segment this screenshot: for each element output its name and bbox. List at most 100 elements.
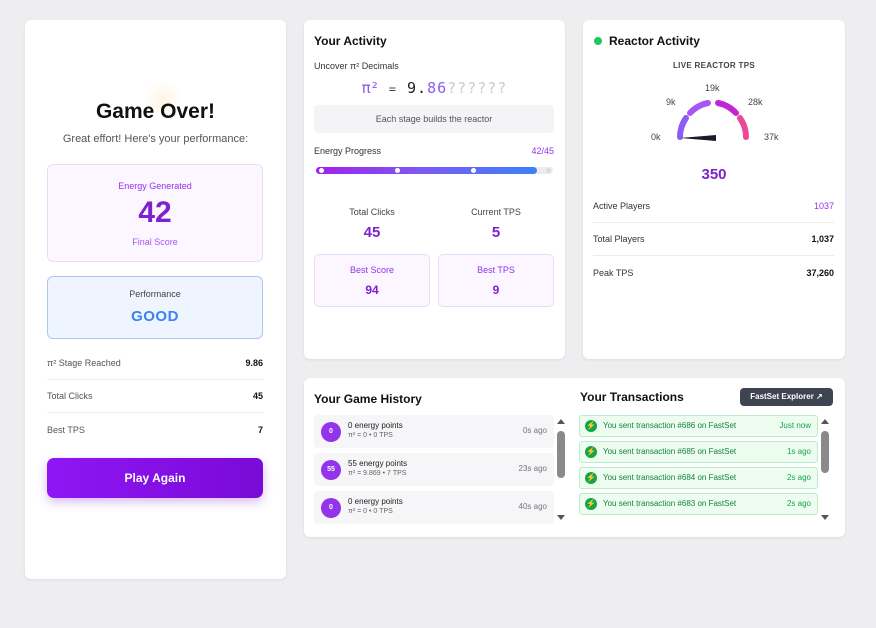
gauge-label-9k: 9k [666,97,676,107]
row-value: 1037 [813,201,834,211]
lightning-icon: ⚡ [585,446,597,458]
transaction-text: You sent transaction #683 on FastSet [603,499,737,508]
gauge-needle [680,135,716,141]
fastset-explorer-button[interactable]: FastSet Explorer ↗ [740,388,833,406]
stat-value: 9.86 [245,358,263,368]
celebration-glow-icon [143,80,183,120]
stat-label: Total Clicks [47,391,93,401]
score-badge: 0 [321,422,341,442]
transaction-time: 2s ago [786,473,811,482]
list-item: ⚡ You sent transaction #683 on FastSet 2… [579,493,818,515]
energy-progress-count: 42/45 [531,146,554,156]
stat-row-stage: π² Stage Reached 9.86 [47,347,263,380]
gauge-label-min: 0k [651,132,661,142]
energy-progress-bar [316,167,553,174]
transactions-title: Your Transactions [580,390,684,404]
scroll-up-icon[interactable] [821,419,829,424]
scroll-thumb[interactable] [821,431,829,473]
best-score-label: Best Score [349,265,395,275]
current-tps-value: 5 [491,224,501,241]
history-item-ago: 23s ago [518,464,547,473]
scroll-down-icon[interactable] [557,515,565,520]
total-clicks-stat: Total Clicks 45 [314,207,430,241]
best-tps-box: Best TPS 9 [438,254,554,307]
list-item: ⚡ You sent transaction #686 on FastSet J… [579,415,818,437]
current-tps-stat: Current TPS 5 [438,207,554,241]
history-item-detail: π² = 0 • 0 TPS [348,432,393,439]
progress-tick [395,168,400,173]
row-value: 1,037 [811,234,834,244]
activity-card: Your Activity Uncover π² Decimals π² = 9… [304,20,565,359]
total-clicks-value: 45 [363,224,381,241]
transaction-time: 2s ago [786,499,811,508]
stat-label: π² Stage Reached [47,358,121,368]
history-item-title: 55 energy points [348,459,408,468]
energy-generated-value: 42 [138,196,172,229]
external-link-icon: ↗ [816,392,823,401]
score-badge: 0 [321,498,341,518]
scroll-thumb[interactable] [557,431,565,478]
list-item: 0 0 energy points π² = 0 • 0 TPS 0s ago [314,415,554,448]
game-over-title: Game Over! [95,100,216,123]
history-card: Your Game History 0 0 energy points π² =… [304,378,845,537]
pi-unknown-digits: ?????? [447,79,508,97]
row-value: 37,260 [806,267,834,278]
explorer-button-label: FastSet Explorer [750,392,814,401]
pi-decimals-display: π² = 9.86?????? [304,79,565,97]
progress-tick [546,168,551,173]
stat-row-clicks: Total Clicks 45 [47,380,263,413]
transaction-text: You sent transaction #684 on FastSet [603,473,737,482]
reactor-card: Reactor Activity LIVE REACTOR TPS 0k 9k … [583,20,845,359]
total-players-row: Total Players 1,037 [593,223,834,256]
gauge-segment [687,100,711,116]
list-item: ⚡ You sent transaction #685 on FastSet 1… [579,441,818,463]
gauge-label-19k: 19k [705,83,720,93]
row-label: Peak TPS [593,267,634,278]
gauge-segment [677,115,689,140]
pi-equals: = [388,82,397,96]
best-score-value: 94 [365,283,379,297]
energy-progress-label: Energy Progress [314,146,382,156]
pi-decimals: 86 [427,79,448,97]
progress-tick [319,168,324,173]
live-status-dot-icon [594,37,602,45]
peak-tps-row: Peak TPS 37,260 [593,256,834,289]
current-tps-label: Current TPS [471,207,521,217]
list-item: 55 55 energy points π² = 9.869 • 7 TPS 2… [314,453,554,486]
play-again-button[interactable]: Play Again [47,458,263,498]
score-badge: 55 [321,460,341,480]
scroll-down-icon[interactable] [821,515,829,520]
stage-note: Each stage builds the reactor [314,105,554,133]
energy-generated-label: Energy Generated [118,181,192,191]
history-item-ago: 40s ago [518,502,547,511]
history-scrollbar[interactable] [557,419,565,520]
game-over-card: Game Over! Great effort! Here's your per… [25,20,286,579]
stat-row-best-tps: Best TPS 7 [47,413,263,446]
uncover-label: Uncover π² Decimals [314,61,399,71]
lightning-icon: ⚡ [585,420,597,432]
history-title: Your Game History [314,392,422,406]
history-item-title: 0 energy points [348,497,403,506]
transactions-scrollbar[interactable] [821,419,829,520]
transaction-time: Just now [779,421,811,430]
best-score-box: Best Score 94 [314,254,430,307]
gauge-segment [737,115,749,140]
scroll-up-icon[interactable] [557,419,565,424]
gauge-label-max: 37k [764,132,779,142]
row-label: Total Players [593,234,645,244]
tps-gauge [677,100,749,141]
stat-value: 45 [252,391,263,401]
final-score-caption: Final Score [132,237,178,247]
best-tps-label: Best TPS [477,265,515,275]
performance-label: Performance [129,289,181,299]
list-item: 0 0 energy points π² = 0 • 0 TPS 40s ago [314,491,554,524]
energy-progress-fill [316,167,538,174]
history-item-title: 0 energy points [348,421,403,430]
best-tps-value: 9 [492,283,500,297]
history-item-ago: 0s ago [522,426,547,435]
game-over-subtitle: Great effort! Here's your performance: [62,133,249,145]
total-clicks-label: Total Clicks [349,207,395,217]
history-item-detail: π² = 9.869 • 7 TPS [348,470,407,477]
performance-box: Performance GOOD [47,276,263,339]
gauge-segment [715,100,739,116]
